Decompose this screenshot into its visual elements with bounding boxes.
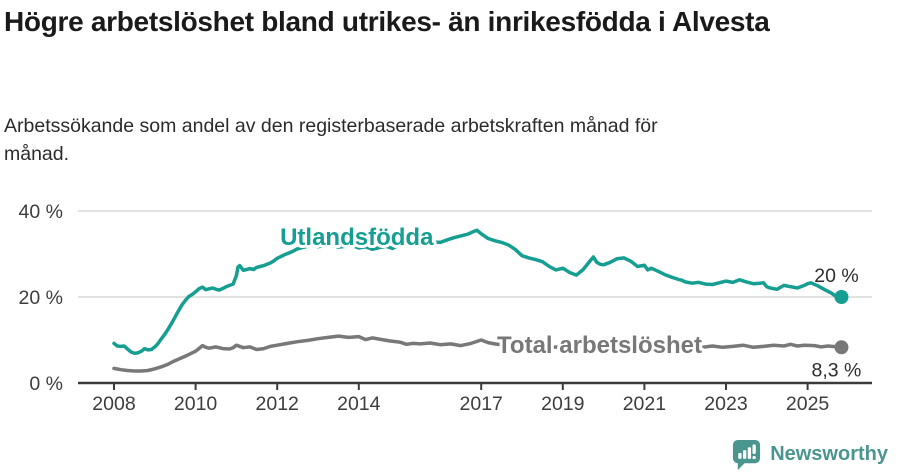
series-line-utlandsfodda bbox=[112, 228, 844, 356]
x-tick-label: 2014 bbox=[337, 393, 381, 415]
x-tick-label: 2021 bbox=[623, 393, 666, 415]
x-tick-label: 2012 bbox=[256, 393, 299, 415]
x-tick-label: 2010 bbox=[174, 393, 218, 415]
x-tick-label: 2023 bbox=[704, 393, 747, 415]
series-label-utlandsfodda: Utlandsfödda bbox=[280, 224, 434, 251]
y-tick-label: 40 % bbox=[19, 201, 63, 223]
end-dot bbox=[834, 290, 849, 304]
y-tick-label: 20 % bbox=[19, 287, 63, 309]
y-tick-label: 0 % bbox=[29, 373, 63, 395]
end-dot bbox=[834, 340, 849, 355]
chart-title: Högre arbetslöshet bland utrikes- än inr… bbox=[4, 6, 770, 37]
x-tick-label: 2019 bbox=[541, 393, 584, 415]
x-tick-label: 2017 bbox=[460, 393, 503, 415]
end-value-label: 20 % bbox=[814, 265, 858, 287]
chart-subtitle: Arbetssökande som andel av den registerb… bbox=[4, 115, 658, 165]
x-tick-label: 2025 bbox=[786, 393, 830, 415]
end-value-label: 8,3 % bbox=[812, 359, 862, 381]
series-line-total bbox=[112, 334, 844, 373]
newsworthy-logo-icon bbox=[733, 439, 761, 470]
x-tick-label: 2008 bbox=[92, 393, 135, 415]
newsworthy-brand-link[interactable]: Newsworthy bbox=[731, 439, 888, 470]
brand-name: Newsworthy bbox=[770, 443, 888, 465]
series-label-total: Total arbetslöshet bbox=[497, 332, 702, 359]
